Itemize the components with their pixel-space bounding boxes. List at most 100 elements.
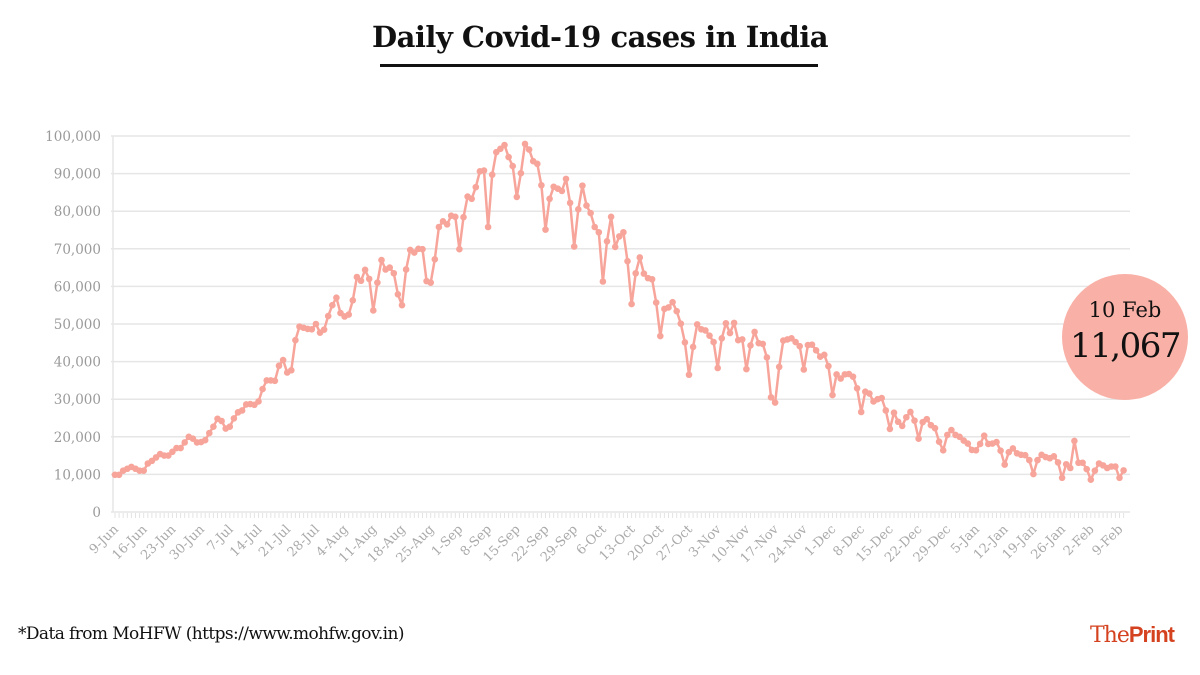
- data-point: [935, 438, 943, 445]
- data-point: [1058, 474, 1066, 482]
- data-point: [669, 298, 676, 306]
- x-tick-label: 2-Feb: [1061, 522, 1098, 559]
- chart-title: Daily Covid-19 cases in India: [371, 20, 829, 54]
- data-point: [980, 432, 988, 439]
- data-point: [923, 415, 931, 423]
- data-point: [513, 193, 521, 201]
- y-tick-label: 30,000: [54, 392, 101, 408]
- data-point: [628, 300, 635, 308]
- data-point: [739, 336, 746, 343]
- data-point: [829, 391, 836, 399]
- data-point: [1071, 437, 1078, 445]
- data-point: [443, 221, 451, 228]
- data-point: [394, 290, 402, 298]
- callout-value: 11,067: [1070, 326, 1181, 366]
- data-point: [624, 257, 631, 265]
- data-point: [1083, 465, 1090, 473]
- data-point: [456, 245, 463, 253]
- data-point: [390, 269, 398, 277]
- data-point: [1050, 453, 1058, 460]
- data-point: [849, 373, 857, 380]
- y-tick-label: 80,000: [54, 204, 101, 220]
- data-point: [206, 429, 213, 437]
- data-point: [525, 146, 533, 153]
- data-point: [944, 431, 951, 439]
- data-point: [419, 245, 426, 253]
- data-point: [1087, 476, 1095, 483]
- data-point: [948, 426, 955, 434]
- latest-value-callout: 10 Feb 11,067: [1062, 274, 1188, 400]
- data-point: [435, 223, 443, 231]
- data-point: [488, 171, 496, 179]
- data-point: [521, 140, 529, 148]
- data-point: [710, 338, 717, 346]
- logo-print: Print: [1128, 622, 1175, 647]
- data-point: [607, 213, 615, 221]
- data-point: [140, 467, 147, 474]
- data-point: [652, 299, 660, 306]
- data-point: [542, 226, 549, 233]
- data-point: [1001, 461, 1008, 468]
- data-point: [648, 275, 656, 283]
- data-point: [357, 277, 365, 285]
- data-point: [558, 187, 566, 195]
- data-point: [1116, 474, 1123, 482]
- data-point: [292, 336, 299, 344]
- data-point: [472, 183, 480, 191]
- data-point: [427, 279, 435, 286]
- y-tick-label: 100,000: [45, 129, 101, 145]
- data-point: [583, 202, 590, 209]
- data-point: [1021, 451, 1029, 459]
- y-tick-label: 0: [92, 505, 101, 521]
- data-point: [657, 332, 664, 340]
- data-point: [837, 375, 844, 382]
- data-point: [259, 385, 266, 393]
- data-point: [1112, 463, 1119, 470]
- y-tick-label: 40,000: [54, 355, 101, 371]
- data-point: [181, 439, 188, 446]
- y-tick-label: 20,000: [54, 430, 101, 446]
- data-point: [939, 447, 947, 454]
- data-point: [718, 334, 726, 342]
- data-point: [349, 297, 357, 304]
- data-point: [689, 343, 697, 351]
- series-line: [115, 142, 1125, 481]
- y-tick-label: 10,000: [54, 467, 101, 483]
- data-point: [484, 223, 492, 231]
- data-point: [591, 223, 598, 231]
- data-point: [501, 141, 508, 149]
- data-point: [1026, 456, 1033, 464]
- data-point: [538, 181, 545, 189]
- data-point: [115, 471, 123, 479]
- data-point: [1009, 445, 1017, 452]
- data-point: [1079, 459, 1086, 467]
- data-point: [821, 351, 828, 359]
- data-point: [587, 209, 594, 217]
- data-point: [743, 365, 750, 373]
- data-point: [808, 341, 816, 348]
- data-point: [685, 371, 693, 379]
- data-point: [976, 440, 984, 448]
- data-point: [857, 408, 865, 416]
- data-point: [907, 408, 914, 416]
- data-point: [509, 162, 516, 170]
- data-point: [1091, 467, 1099, 474]
- data-point: [792, 338, 799, 346]
- data-point: [308, 325, 316, 333]
- data-point: [398, 301, 406, 309]
- data-point: [546, 195, 553, 203]
- data-point: [238, 407, 246, 414]
- data-point: [714, 364, 721, 372]
- data-point: [312, 320, 320, 328]
- data-point: [288, 366, 295, 374]
- x-tick-label: 1-Dec: [802, 522, 840, 560]
- data-point: [177, 444, 184, 452]
- data-point: [1067, 464, 1074, 472]
- data-point: [534, 160, 541, 168]
- data-point: [730, 319, 738, 327]
- data-point: [890, 409, 898, 417]
- data-point: [452, 213, 459, 221]
- data-point: [763, 354, 771, 361]
- data-point: [480, 167, 488, 174]
